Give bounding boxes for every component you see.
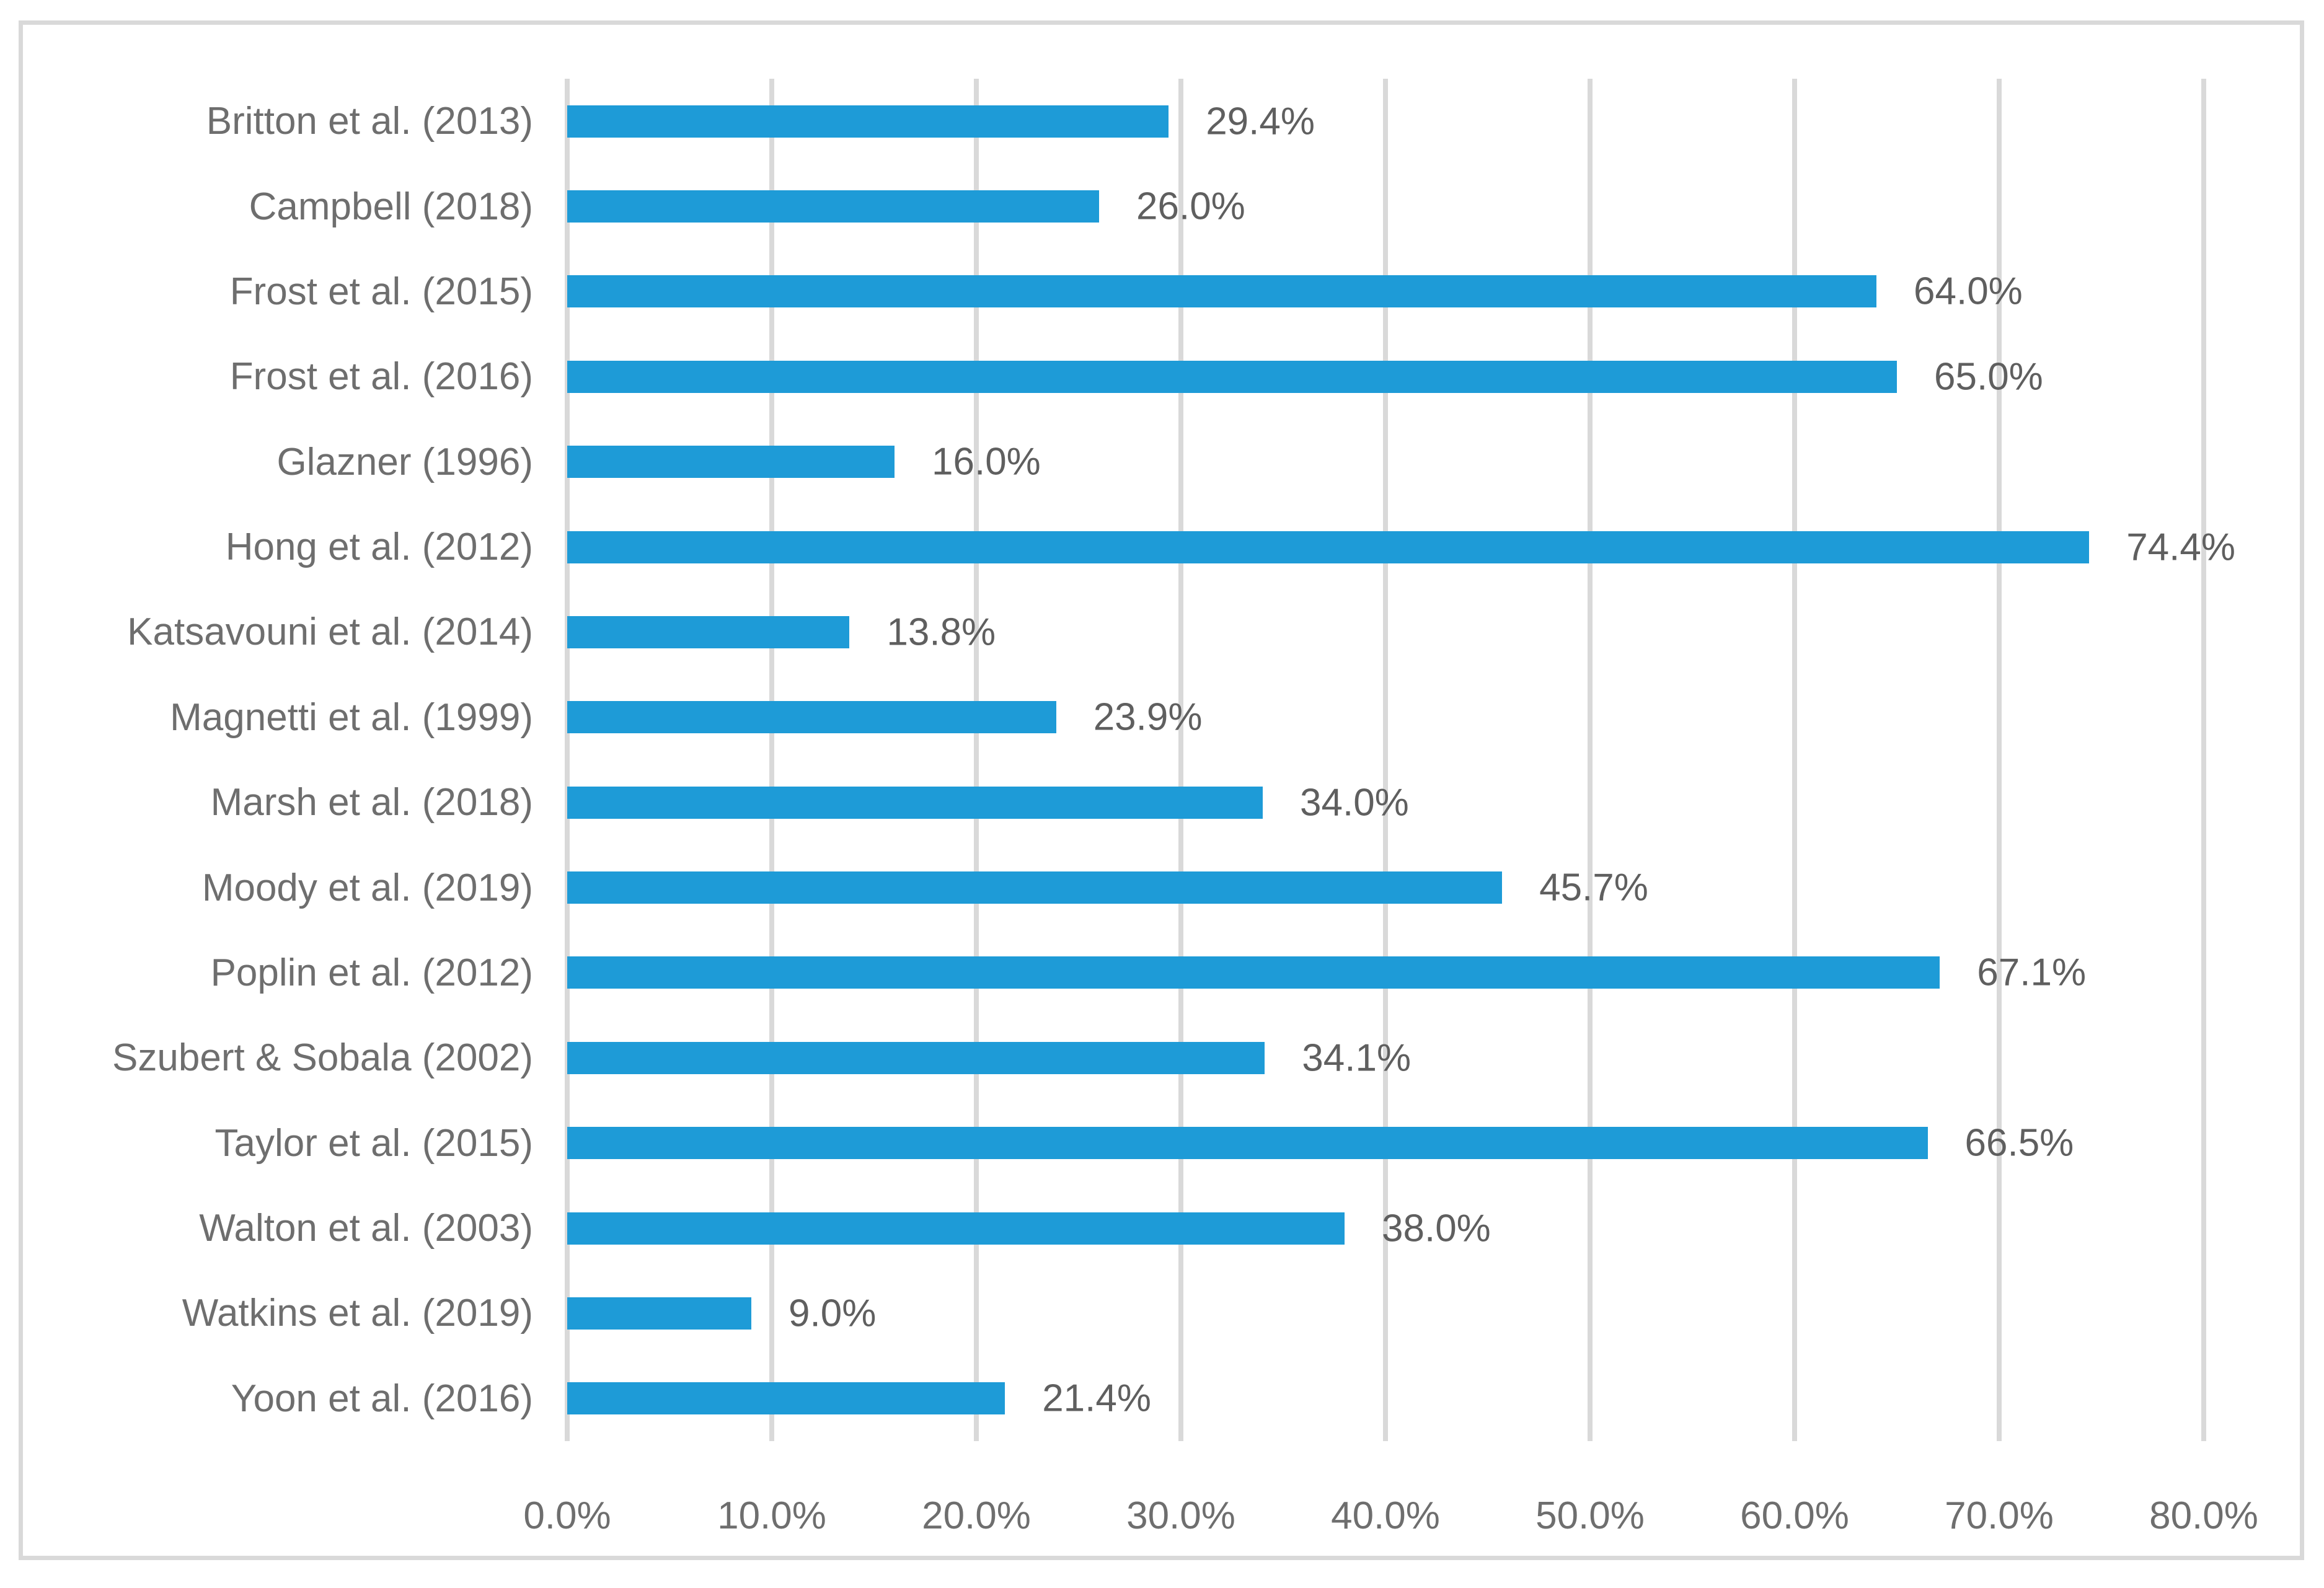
x-tick-label: 20.0% (922, 1494, 1031, 1537)
bar-value-label: 66.5% (1964, 1121, 2074, 1165)
bar-value-label: 23.9% (1093, 695, 1203, 739)
bar-value-label: 64.0% (1914, 270, 2023, 313)
category-label: Magnetti et al. (1999) (170, 695, 533, 739)
bar (567, 360, 1897, 393)
category-label: Hong et al. (2012) (225, 526, 533, 569)
x-tick-label: 80.0% (2149, 1494, 2258, 1537)
bar-value-label: 9.0% (789, 1292, 877, 1335)
bar-row: 9.0% (567, 1271, 2204, 1356)
bar-value-label: 45.7% (1539, 866, 1648, 909)
category-label: Frost et al. (2015) (229, 270, 533, 313)
category-label: Britton et al. (2013) (206, 100, 533, 143)
bar (567, 786, 1263, 819)
category-label: Katsavouni et al. (2014) (127, 611, 533, 654)
category-label: Frost et al. (2016) (229, 355, 533, 399)
gridline (2201, 79, 2206, 1441)
x-tick-label: 10.0% (717, 1494, 826, 1537)
bar-row: 74.4% (567, 505, 2235, 589)
bar (567, 275, 1876, 308)
gridline (1792, 79, 1797, 1441)
bar (567, 1382, 1005, 1415)
category-label: Walton et al. (2003) (199, 1207, 533, 1250)
bar-value-label: 65.0% (1934, 355, 2043, 399)
bar-value-label: 34.0% (1300, 781, 1409, 824)
gridline (769, 79, 774, 1441)
bar-rows: 29.4% 26.0% 64.0% 65.0% 16.0% 74.4% 13.8% 23.9%… (567, 79, 2235, 1441)
category-label: Taylor et al. (2015) (214, 1121, 533, 1165)
x-tick-label: 50.0% (1535, 1494, 1645, 1537)
bar-row: 16.0% (567, 420, 2204, 505)
category-label: Moody et al. (2019) (201, 866, 533, 909)
bar-value-label: 13.8% (886, 611, 996, 654)
bar (567, 190, 1099, 223)
bar-row: 23.9% (567, 675, 2204, 760)
bar (567, 1212, 1345, 1245)
bar (567, 1297, 751, 1330)
bar-row: 67.1% (567, 930, 2204, 1015)
category-axis-labels: Britton et al. (2013) Campbell (2018) Fros… (23, 79, 533, 1441)
bar (567, 871, 1503, 904)
category-label: Watkins et al. (2019) (182, 1292, 533, 1335)
bar-row: 64.0% (567, 249, 2204, 334)
plot-area: 29.4% 26.0% 64.0% 65.0% 16.0% 74.4% 13.8% 23.9%… (565, 79, 2235, 1441)
bar-row: 65.0% (567, 334, 2204, 419)
bar-value-label: 74.4% (2126, 526, 2235, 569)
category-label: Marsh et al. (2018) (210, 781, 533, 824)
bar-row: 38.0% (567, 1186, 2204, 1271)
bar-row: 34.0% (567, 760, 2204, 845)
gridline (1997, 79, 2002, 1441)
bar (567, 701, 1056, 734)
bar (567, 105, 1169, 138)
bar-row: 29.4% (567, 79, 2204, 164)
bar (567, 1127, 1928, 1160)
bar-value-label: 26.0% (1136, 185, 1245, 228)
gridline (1588, 79, 1593, 1441)
bar-row: 21.4% (567, 1356, 2204, 1441)
bar-row: 66.5% (567, 1101, 2204, 1186)
gridline (565, 79, 570, 1441)
value-axis-labels: 0.0% 10.0% 20.0% 30.0% 40.0% 50.0% 60.0% 70.0% 8… (23, 1478, 2300, 1553)
bar-value-label: 38.0% (1382, 1207, 1491, 1250)
gridline (1178, 79, 1183, 1441)
bar-row: 26.0% (567, 164, 2204, 249)
bar-value-label: 67.1% (1977, 951, 2087, 994)
gridline (1383, 79, 1388, 1441)
bar-value-label: 21.4% (1042, 1377, 1151, 1420)
bar (567, 615, 850, 648)
bar (567, 446, 895, 479)
category-label: Poplin et al. (2012) (210, 951, 533, 994)
category-label: Yoon et al. (2016) (231, 1377, 533, 1420)
gridline (974, 79, 979, 1441)
x-tick-label: 30.0% (1126, 1494, 1235, 1537)
category-label: Glazner (1996) (276, 440, 533, 483)
bar-value-label: 29.4% (1206, 100, 1315, 143)
x-tick-label: 60.0% (1740, 1494, 1849, 1537)
x-tick-label: 40.0% (1331, 1494, 1440, 1537)
chart-frame: 29.4% 26.0% 64.0% 65.0% 16.0% 74.4% 13.8% 23.9%… (19, 20, 2304, 1560)
bar-value-label: 16.0% (932, 440, 1041, 483)
bar-value-label: 34.1% (1302, 1036, 1412, 1080)
category-label: Szubert & Sobala (2002) (112, 1036, 533, 1080)
bar (567, 531, 2090, 563)
bar-row: 45.7% (567, 845, 2204, 930)
bar-row: 34.1% (567, 1015, 2204, 1100)
category-label: Campbell (2018) (249, 185, 533, 228)
bar-row: 13.8% (567, 589, 2204, 674)
bar (567, 1041, 1265, 1074)
x-tick-label: 0.0% (523, 1494, 611, 1537)
x-tick-label: 70.0% (1945, 1494, 2054, 1537)
bar (567, 956, 1940, 989)
